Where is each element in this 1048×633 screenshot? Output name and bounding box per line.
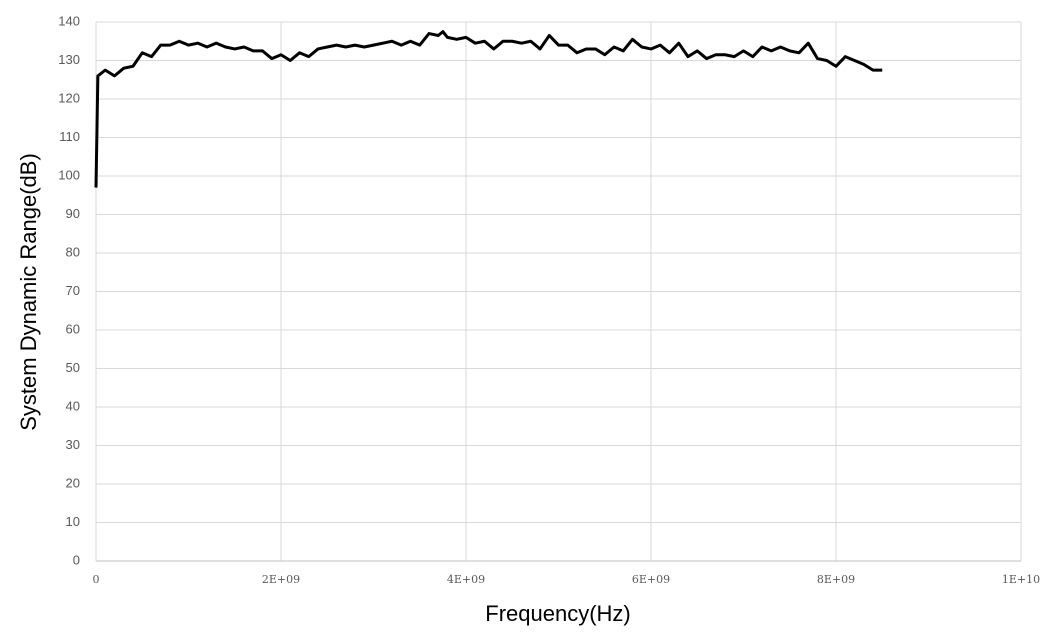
x-tick-label: 4E+09 bbox=[447, 573, 485, 586]
y-tick-label: 100 bbox=[58, 167, 80, 182]
y-tick-label: 80 bbox=[66, 244, 80, 259]
y-tick-label: 70 bbox=[66, 283, 80, 298]
x-axis-title: Frequency(Hz) bbox=[485, 601, 630, 626]
y-tick-label: 30 bbox=[66, 437, 80, 452]
y-tick-label: 50 bbox=[66, 360, 80, 375]
x-tick-label: 8E+09 bbox=[817, 573, 855, 586]
y-tick-label: 0 bbox=[73, 552, 80, 567]
data-line bbox=[94, 30, 883, 188]
y-tick-label: 110 bbox=[59, 129, 80, 144]
y-tick-label: 130 bbox=[58, 52, 80, 67]
y-axis-title: System Dynamic Range(dB) bbox=[16, 153, 41, 431]
x-tick-label: 2E+09 bbox=[262, 573, 300, 586]
y-tick-label: 20 bbox=[66, 475, 80, 490]
y-tick-label: 10 bbox=[66, 514, 80, 529]
x-tick-label: 1E+10 bbox=[1002, 573, 1040, 586]
x-tick-label: 0 bbox=[93, 573, 100, 586]
y-tick-label: 140 bbox=[58, 13, 80, 28]
y-tick-label: 120 bbox=[58, 90, 80, 105]
y-tick-label: 60 bbox=[66, 321, 80, 336]
y-tick-label: 40 bbox=[66, 398, 80, 413]
y-tick-label: 90 bbox=[66, 206, 80, 221]
x-tick-label: 6E+09 bbox=[632, 573, 670, 586]
